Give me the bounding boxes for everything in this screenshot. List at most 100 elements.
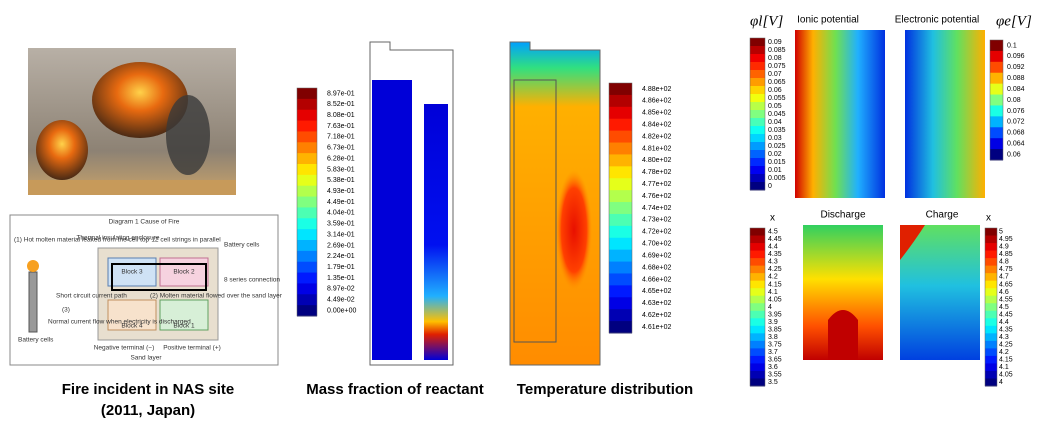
colorbar-frame [984,227,998,387]
colorbar-segment [297,261,317,274]
colorbar-segment [990,94,1003,106]
colorbar-label: 4.85e+02 [642,110,671,117]
colorbar-segment [609,202,632,215]
colorbar-label: 3.7 [768,349,778,356]
colorbar-segment [750,318,765,327]
colorbar-label: 4.05 [768,296,782,303]
colorbar-label: 1.79e-01 [327,264,355,271]
diagram-label: Battery cells [18,337,54,344]
colorbar-label: 8.52e-01 [327,101,355,108]
colorbar-label: 4.78e+02 [642,169,671,176]
ionic-potential-map [795,30,885,198]
colorbar-label: 4.61e+02 [642,324,671,331]
colorbar-segment [609,273,632,286]
diagram-label: Block 1 [173,323,195,330]
colorbar-segment [609,142,632,155]
colorbar-label: 3.85 [768,326,782,333]
colorbar-label: 4.5 [999,304,1009,311]
colorbar-segment [609,309,632,322]
colorbar-label: 0.01 [768,167,782,174]
colorbar-segment [750,265,765,274]
colorbar-segment [750,110,765,119]
unit-label: x [770,213,775,224]
colorbar-segment [985,355,997,364]
colorbar-label: 0.00e+00 [327,307,356,314]
colorbar-label: 4.3 [768,259,778,266]
colorbar-segment [990,83,1003,96]
block [107,299,157,331]
colorbar-segment [750,243,765,252]
colorbar-segment [609,213,632,227]
colorbar-label: 4.1 [999,364,1009,371]
colorbar-label: 3.65 [768,357,782,364]
colorbar-segment [990,50,1003,63]
colorbar-label: 4.1 [768,289,778,296]
colorbar-label: 6.73e-01 [327,145,355,152]
colorbar-label: 4 [999,379,1003,386]
colorbar-label: 0.1 [1007,42,1017,49]
colorbar-segment [297,109,317,122]
colorbar-segment [990,149,1003,161]
fire-diagram: Diagram 1 Cause of Fire (1) Hot molten m… [9,214,283,366]
colorbar-segment [990,72,1003,85]
colorbar-segment [609,225,632,239]
colorbar-label: 4.70e+02 [642,241,671,248]
colorbar-label: 4.88e+02 [642,86,671,93]
colorbar-label: 3.95 [768,311,782,318]
diagram-label: Normal current flow when electricity is … [48,319,191,326]
panel-title: Discharge [820,210,865,221]
colorbar-label: 0.05 [768,103,782,110]
colorbar-label: 4.72e+02 [642,229,671,236]
colorbar-segment [750,158,765,167]
colorbar-segment [750,295,765,304]
colorbar-segment [609,297,632,310]
colorbar-label: 4.75 [999,266,1013,273]
colorbar-label: 6.28e-01 [327,155,355,162]
colorbar-segment [750,370,765,379]
colorbar-segment [609,190,632,203]
colorbar-label: 4.8 [999,259,1009,266]
diagram-label: 12 cell strings in parallel [151,237,221,244]
colorbar-segment [985,303,997,312]
contour-corner [900,225,925,260]
colorbar-segment [609,249,632,263]
diagram-label: Thermal insulating enclosure [76,235,159,242]
colorbar-label: 0 [768,183,772,190]
colorbar-label: 5 [999,229,1003,236]
colorbar-segment [297,305,317,317]
diagram-label: (2) Molten material flowed over the sand… [150,293,283,300]
hot-zone [556,170,592,290]
diagram-label: 8 series connection [224,277,280,284]
caption: Temperature distribution [517,381,693,398]
colorbar-segment [609,166,632,179]
unit-label: x [986,213,991,224]
colorbar-segment [750,363,765,372]
ground [28,180,236,195]
colorbar-segment [990,138,1003,150]
colorbar-segment [985,340,997,349]
colorbar-segment [609,154,632,167]
colorbar-label: 8.08e-01 [327,112,355,119]
colorbar-label: 4.73e+02 [642,217,671,224]
colorbar-label: 4.4 [999,319,1009,326]
colorbar-label: 4.45 [768,236,782,243]
colorbar-label: 0.072 [1007,119,1025,126]
colorbar-segment [609,178,632,191]
colorbar-segment [985,235,997,244]
colorbar-segment [750,333,765,342]
electronic-potential-map [905,30,985,198]
colorbar-segment [750,102,765,111]
colorbar-label: 2.69e-01 [327,242,355,249]
colorbar-segment [750,62,765,71]
colorbar-segment [750,134,765,143]
colorbar-label: 5.38e-01 [327,177,355,184]
colorbar-label: 4.74e+02 [642,205,671,212]
colorbar-segment [297,294,317,306]
colorbar-label: 8.97e-02 [327,286,355,293]
colorbar-label: 4.63e+02 [642,300,671,307]
diagram-title: Diagram 1 Cause of Fire [109,219,180,226]
colorbar-label: 0.084 [1007,86,1025,93]
colorbar-segment [985,325,997,334]
colorbar-label: 4.3 [999,334,1009,341]
colorbar-label: 3.8 [768,334,778,341]
